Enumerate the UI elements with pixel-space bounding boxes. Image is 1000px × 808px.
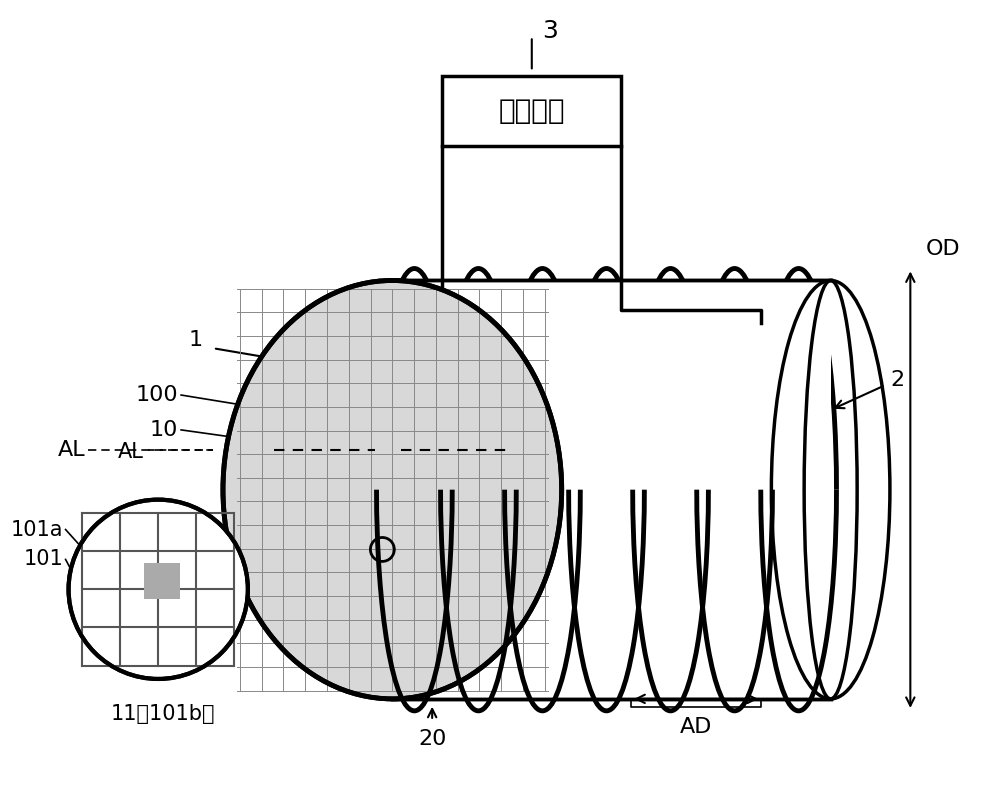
Text: 2: 2 xyxy=(890,370,905,390)
FancyBboxPatch shape xyxy=(442,76,621,146)
Text: 10: 10 xyxy=(150,420,178,440)
Text: 11（101b）: 11（101b） xyxy=(111,704,215,724)
Text: 电源电路: 电源电路 xyxy=(499,97,565,125)
Text: OD: OD xyxy=(925,238,960,259)
Text: 1: 1 xyxy=(188,330,202,350)
Text: 101: 101 xyxy=(24,549,64,570)
Text: 100: 100 xyxy=(136,385,178,405)
Text: AL: AL xyxy=(58,440,85,460)
Bar xyxy=(144,562,180,599)
Ellipse shape xyxy=(223,280,562,699)
Text: AL: AL xyxy=(117,442,143,462)
Polygon shape xyxy=(392,280,831,699)
Circle shape xyxy=(69,499,248,679)
Text: 101a: 101a xyxy=(11,520,64,540)
Text: 3: 3 xyxy=(542,19,558,44)
Text: AD: AD xyxy=(680,717,712,737)
Text: 20: 20 xyxy=(418,729,446,749)
